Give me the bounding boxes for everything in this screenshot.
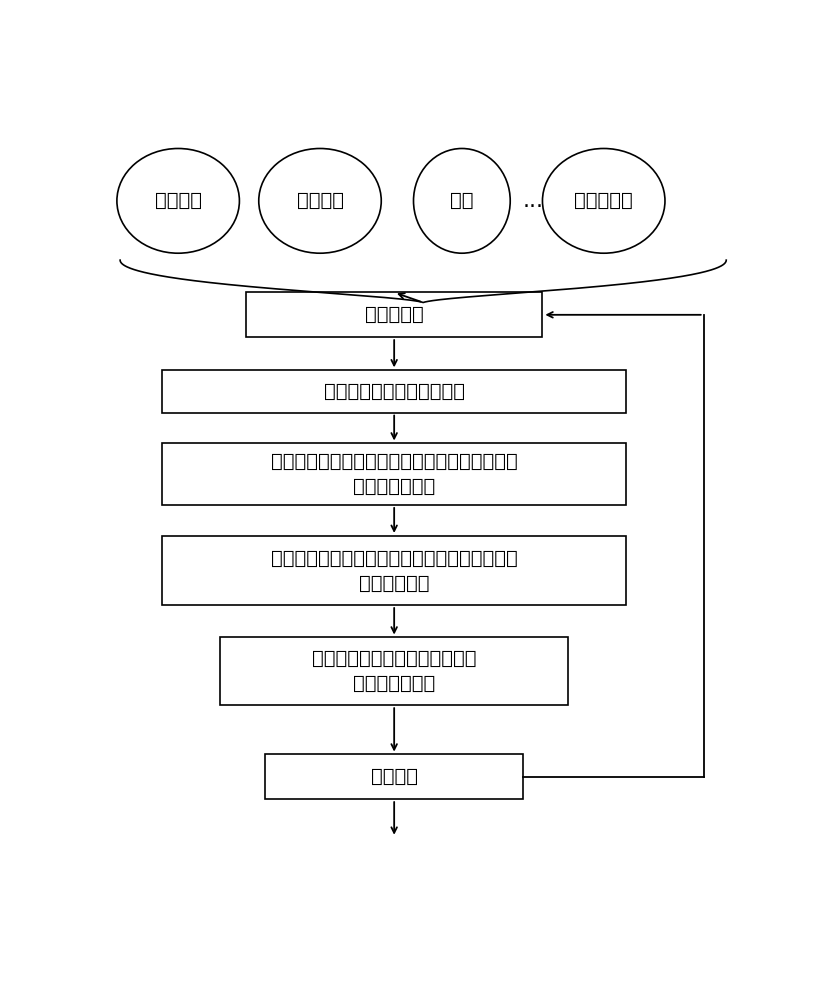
Text: 自然图像: 自然图像 bbox=[155, 191, 201, 210]
Text: 将前面任务对应模型固定，并与当前模型在层级
粒度上进行连接: 将前面任务对应模型固定，并与当前模型在层级 粒度上进行连接 bbox=[270, 452, 518, 496]
Text: 新的任务: 新的任务 bbox=[371, 767, 418, 786]
Text: 将数据同时输入到前面模型与当
前模型进行训练: 将数据同时输入到前面模型与当 前模型进行训练 bbox=[312, 649, 477, 693]
Text: 语音: 语音 bbox=[450, 191, 473, 210]
Text: ...: ... bbox=[522, 191, 543, 211]
Text: 多光谱图像: 多光谱图像 bbox=[574, 191, 633, 210]
Text: 数据预处理: 数据预处理 bbox=[364, 305, 423, 324]
Text: 序列数据: 序列数据 bbox=[296, 191, 344, 210]
Text: 在前面任务与当前任务的连接上构建控制门，过
滤迁移的特征: 在前面任务与当前任务的连接上构建控制门，过 滤迁移的特征 bbox=[270, 548, 518, 592]
Text: 针对任务构建特定深度模型: 针对任务构建特定深度模型 bbox=[324, 382, 464, 401]
